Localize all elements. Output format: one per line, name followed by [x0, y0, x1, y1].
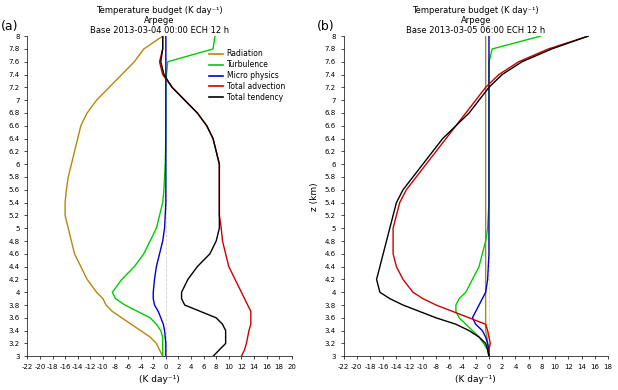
- Text: (a): (a): [1, 20, 19, 33]
- Title: Temperature budget (K day⁻¹)
Arpege
Base 2013-03-04 00:00 ECH 12 h: Temperature budget (K day⁻¹) Arpege Base…: [90, 5, 229, 35]
- Legend: Radiation, Turbulence, Micro physics, Total advection, Total tendency: Radiation, Turbulence, Micro physics, To…: [206, 46, 288, 105]
- Title: Temperature budget (K day⁻¹)
Arpege
Base 2013-03-05 06:00 ECH 12 h: Temperature budget (K day⁻¹) Arpege Base…: [406, 5, 545, 35]
- X-axis label: (K day⁻¹): (K day⁻¹): [455, 376, 496, 385]
- X-axis label: (K day⁻¹): (K day⁻¹): [139, 376, 180, 385]
- Y-axis label: z (km): z (km): [310, 182, 319, 211]
- Text: (b): (b): [317, 20, 335, 33]
